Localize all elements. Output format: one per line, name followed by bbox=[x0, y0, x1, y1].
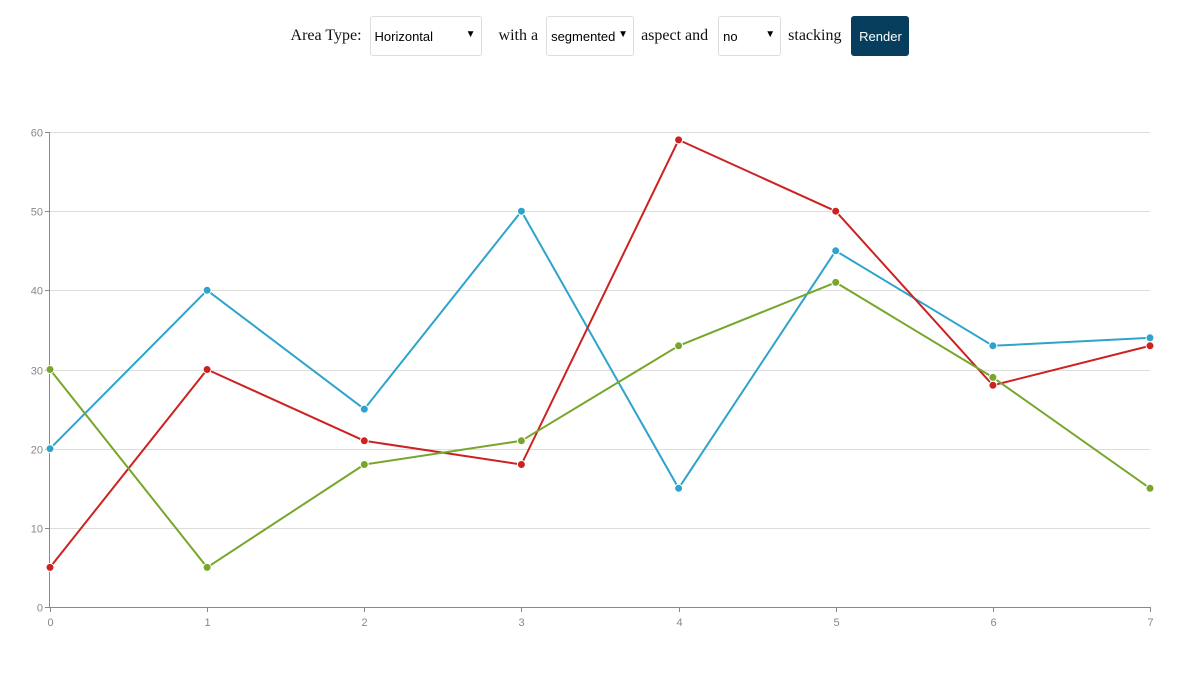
series-line-2 bbox=[49, 138, 1151, 569]
series-1-point bbox=[674, 483, 684, 493]
dropdown-arrow-icon: ▼ bbox=[618, 29, 629, 40]
series-3-point bbox=[202, 562, 212, 572]
series-2-point bbox=[359, 436, 369, 446]
y-tick-label: 0 bbox=[37, 603, 43, 615]
stacking-select[interactable]: no ▼ bbox=[718, 16, 782, 56]
series-line-1 bbox=[49, 210, 1151, 490]
series-3-point bbox=[359, 460, 369, 469]
series-2-point bbox=[45, 562, 55, 572]
x-tick-label: 7 bbox=[1147, 617, 1153, 629]
y-tick-label: 50 bbox=[31, 207, 43, 219]
dropdown-arrow-icon: ▼ bbox=[765, 29, 776, 40]
area-type-label: Area Type: bbox=[290, 27, 362, 44]
series-3-point bbox=[1145, 483, 1155, 493]
x-tick-label: 4 bbox=[676, 617, 682, 629]
series-2-point bbox=[516, 460, 526, 469]
series-1-point bbox=[988, 341, 998, 351]
series-3-point bbox=[674, 341, 684, 351]
dropdown-arrow-icon: ▼ bbox=[465, 29, 476, 40]
series-2-point bbox=[831, 206, 841, 216]
stacking-value: no bbox=[723, 28, 738, 44]
series-line-3 bbox=[49, 281, 1151, 569]
x-tick-label: 3 bbox=[518, 617, 524, 629]
y-tick-label: 30 bbox=[31, 366, 43, 378]
aspect-select[interactable]: segmented ▼ bbox=[546, 16, 635, 56]
chart-options-toolbar: Area Type: Horizontal ▼ with a segmented… bbox=[0, 16, 1200, 56]
x-tick-label: 5 bbox=[833, 617, 839, 629]
series-1-point bbox=[1145, 333, 1155, 343]
series-1-point bbox=[359, 404, 369, 414]
series-3-point bbox=[45, 365, 55, 374]
x-tick-label: 0 bbox=[47, 617, 53, 629]
series-1-point bbox=[45, 444, 55, 454]
series-2-point bbox=[674, 135, 684, 145]
x-tick-label: 1 bbox=[204, 617, 210, 629]
aspect-and-label: aspect and bbox=[641, 27, 709, 44]
series-3-point bbox=[516, 436, 526, 446]
series-1-point bbox=[516, 206, 526, 216]
series-2-point bbox=[1145, 341, 1155, 351]
y-tick-label: 60 bbox=[31, 128, 43, 140]
series-1-point bbox=[831, 246, 841, 256]
series-3-point bbox=[988, 372, 998, 382]
aspect-value: segmented bbox=[551, 28, 616, 44]
y-tick-label: 40 bbox=[31, 286, 43, 298]
area-type-value: Horizontal bbox=[374, 28, 434, 44]
series-1-point bbox=[202, 285, 212, 295]
y-tick-label: 10 bbox=[31, 524, 43, 536]
series-3-point bbox=[831, 277, 841, 287]
area-type-select[interactable]: Horizontal ▼ bbox=[369, 16, 482, 56]
series-2-point bbox=[988, 380, 998, 390]
x-tick-label: 6 bbox=[990, 617, 996, 629]
series-2-point bbox=[202, 365, 212, 374]
stacking-label: stacking bbox=[788, 27, 842, 44]
with-a-label: with a bbox=[498, 27, 539, 44]
y-tick-label: 20 bbox=[31, 445, 43, 457]
render-button[interactable]: Render bbox=[851, 16, 910, 56]
x-tick-label: 2 bbox=[361, 617, 367, 629]
